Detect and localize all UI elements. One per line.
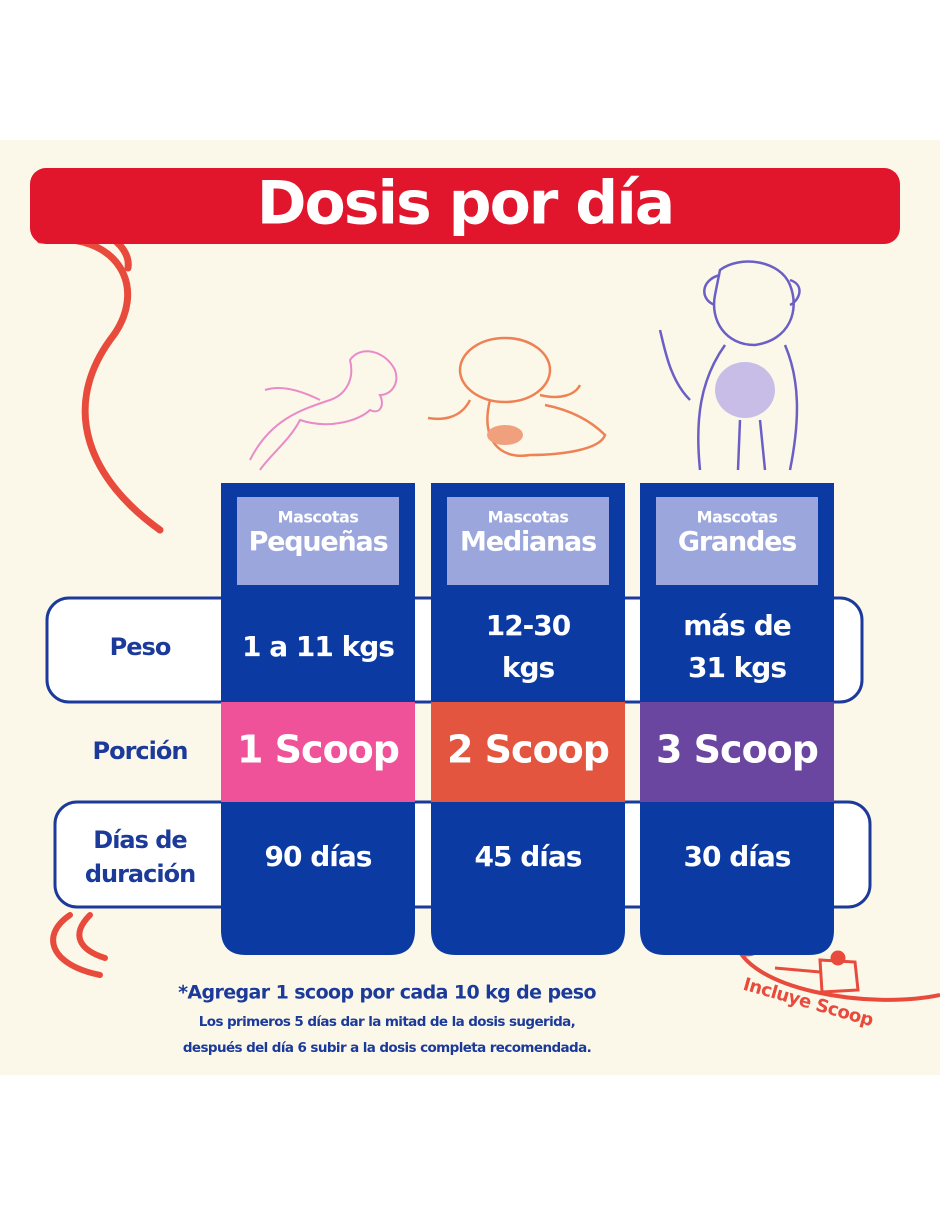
footnote-main: *Agregar 1 scoop por cada 10 kg de peso bbox=[178, 982, 596, 1004]
scoop-icon bbox=[774, 950, 860, 994]
cell-value: 30 días bbox=[684, 840, 791, 873]
cell-value: 90 días bbox=[265, 840, 372, 873]
scoop-cell bbox=[640, 702, 834, 802]
cell-value: kgs bbox=[502, 651, 555, 684]
cell-value: 12-30 bbox=[486, 609, 571, 642]
row-label: Porción bbox=[93, 737, 188, 765]
cell-value: más de bbox=[683, 609, 791, 642]
column-header-big: Medianas bbox=[460, 527, 596, 558]
scoop-cell bbox=[431, 702, 625, 802]
cell-value: 2 Scoop bbox=[447, 728, 609, 772]
column-header-box bbox=[447, 497, 609, 585]
dog-small bbox=[249, 350, 398, 471]
dog-medium bbox=[427, 336, 607, 458]
cell-value: 45 días bbox=[475, 840, 582, 873]
decoration bbox=[36, 235, 164, 534]
cell-value: 3 Scoop bbox=[656, 728, 818, 772]
dog-large bbox=[658, 260, 801, 471]
title-banner bbox=[30, 168, 900, 244]
cell-value: 1 Scoop bbox=[237, 728, 399, 772]
row-label: Días de bbox=[93, 826, 187, 854]
column-header-small: Mascotas bbox=[488, 508, 569, 527]
row-label: duración bbox=[85, 860, 195, 888]
column-header-box bbox=[237, 497, 399, 585]
column-header-box bbox=[656, 497, 818, 585]
footnote-line: Los primeros 5 días dar la mitad de la d… bbox=[199, 1014, 575, 1030]
cell-value: 31 kgs bbox=[688, 651, 786, 684]
column-header-big: Pequeñas bbox=[249, 527, 388, 558]
cell-value: 1 a 11 kgs bbox=[242, 630, 394, 663]
decoration bbox=[50, 912, 103, 978]
column-header-small: Mascotas bbox=[697, 508, 778, 527]
column-header-small: Mascotas bbox=[278, 508, 359, 527]
footnote-line: después del día 6 subir a la dosis compl… bbox=[183, 1040, 591, 1056]
scoop-cell bbox=[221, 702, 415, 802]
title: Dosis por día bbox=[257, 169, 674, 239]
decoration bbox=[76, 912, 108, 961]
row-label: Peso bbox=[110, 633, 171, 661]
column-header-big: Grandes bbox=[678, 527, 796, 558]
